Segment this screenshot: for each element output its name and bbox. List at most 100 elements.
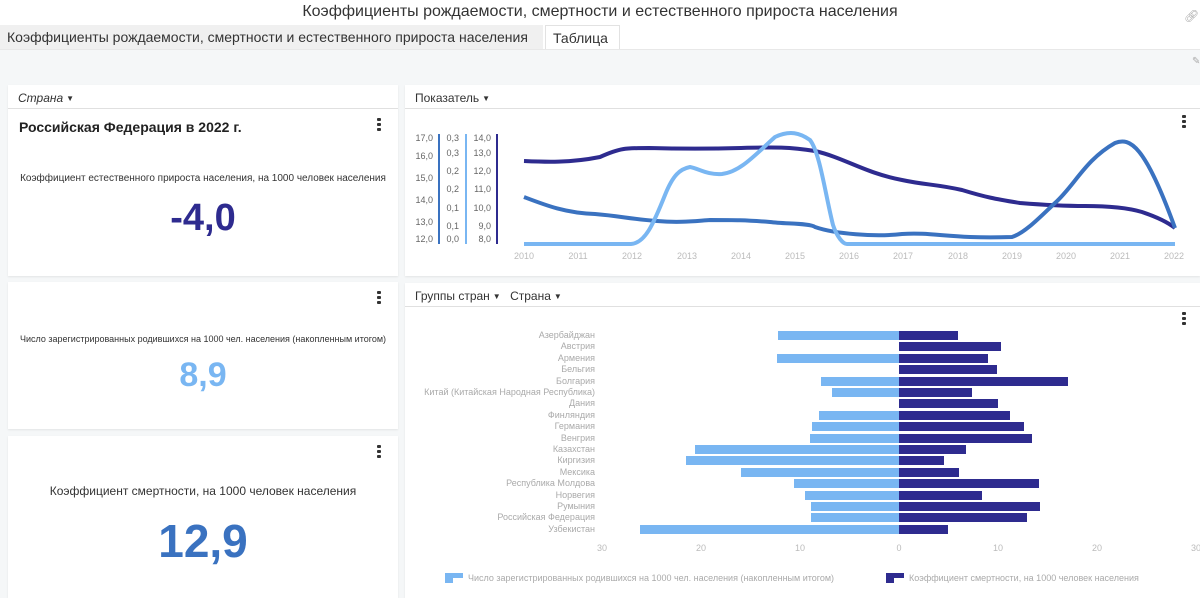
bar-mortality[interactable]	[899, 456, 944, 466]
edit-icon[interactable]: ✎	[1192, 56, 1200, 67]
category-label: Бельгия	[561, 364, 595, 375]
bar-births[interactable]	[810, 513, 899, 523]
x-axis-tick: 2021	[1109, 251, 1131, 261]
legend-item-mortality[interactable]: Коэффициент смертности, на 1000 человек …	[886, 573, 1139, 583]
country-group-filter-label: Группы стран	[415, 289, 490, 303]
link-icon[interactable]: 🔗︎	[1184, 9, 1200, 23]
category-label: Мексика	[559, 466, 595, 477]
caret-down-icon: ▼	[482, 94, 491, 103]
kpi-metric-label: Число зарегистрированных родившихся на 1…	[19, 334, 387, 344]
bar-mortality[interactable]	[899, 422, 1024, 432]
country-filter-label: Страна	[18, 91, 64, 105]
more-options-icon[interactable]	[377, 118, 381, 132]
tab-dashboard[interactable]: Коэффициенты рождаемости, смертности и е…	[0, 25, 543, 49]
bar-mortality[interactable]	[899, 388, 973, 397]
bar-mortality[interactable]	[899, 410, 1010, 420]
bar-mortality[interactable]	[899, 490, 983, 500]
series-light-blue-line	[524, 131, 1175, 246]
y-axis-3-tick: 9,0	[478, 221, 491, 231]
category-label: Румыния	[557, 501, 595, 511]
country-group-filter-dropdown[interactable]: Группы стран ▼	[415, 283, 501, 310]
bar-mortality[interactable]	[899, 524, 948, 534]
bar-mortality[interactable]	[899, 365, 997, 375]
legend-swatch-icon	[445, 573, 463, 583]
y-axis-3-tick: 14,0	[473, 133, 491, 143]
kpi-title: Российская Федерация в 2022 г.	[19, 119, 242, 135]
y-axis-1-tick: 13,0	[415, 217, 433, 227]
indicator-filter-dropdown[interactable]: Показатель ▼	[415, 85, 490, 112]
bar-births[interactable]	[695, 445, 899, 454]
bar-births[interactable]	[810, 502, 899, 511]
category-label: Российская Федерация	[497, 512, 595, 523]
bar-births[interactable]	[818, 410, 899, 420]
legend-swatch-icon	[886, 573, 904, 583]
bar-births[interactable]	[639, 524, 899, 534]
y-axis-3-line	[496, 134, 498, 244]
category-label: Германия	[554, 421, 595, 432]
kpi-metric-label: Коэффициент смертности, на 1000 человек …	[49, 484, 357, 498]
bar-mortality[interactable]	[899, 502, 1040, 511]
y-axis-2-tick: 0,3	[446, 148, 459, 158]
bar-births[interactable]	[804, 490, 899, 500]
more-options-icon[interactable]	[377, 445, 381, 459]
category-label: Дания	[569, 398, 595, 409]
bar-births[interactable]	[809, 433, 899, 443]
bar-mortality[interactable]	[899, 399, 998, 409]
y-axis-1-tick: 12,0	[415, 234, 433, 244]
bar-mortality[interactable]	[899, 331, 959, 340]
caret-down-icon: ▼	[553, 292, 562, 301]
bar-births[interactable]	[778, 331, 899, 340]
y-axis-2-tick: 0,1	[446, 221, 459, 231]
x-axis-tick: 2013	[676, 251, 698, 261]
category-label: Венгрия	[560, 432, 595, 443]
bar-births[interactable]	[686, 456, 899, 466]
bar-mortality[interactable]	[899, 445, 967, 454]
y-axis-2-tick: 0,2	[446, 166, 459, 176]
country-filter-label: Страна	[510, 289, 551, 303]
category-label: Казахстан	[552, 444, 595, 454]
bar-mortality[interactable]	[899, 342, 1001, 352]
tab-bar: Коэффициенты рождаемости, смертности и е…	[0, 25, 1200, 49]
legend-label: Число зарегистрированных родившихся на 1…	[468, 573, 835, 583]
bar-mortality[interactable]	[899, 479, 1039, 489]
y-axis-1-tick: 15,0	[415, 173, 433, 183]
y-axis-2-tick: 0,2	[446, 184, 459, 194]
bar-births[interactable]	[820, 376, 899, 386]
more-options-icon[interactable]	[377, 291, 381, 305]
bar-x-tick: 0	[896, 543, 902, 553]
kpi-value: 8,9	[179, 356, 227, 394]
bar-mortality[interactable]	[899, 376, 1069, 386]
y-axis-2-tick: 0,0	[446, 234, 459, 244]
y-axis-3-tick: 11,0	[474, 184, 491, 194]
bar-x-tick: 10	[992, 543, 1003, 553]
tab-table[interactable]: Таблица	[545, 25, 620, 49]
bar-mortality[interactable]	[899, 353, 989, 363]
category-label: Узбекистан	[548, 523, 595, 534]
country-filter-dropdown[interactable]: Страна ▼	[18, 85, 74, 112]
category-label: Азербайджан	[538, 330, 595, 340]
caret-down-icon: ▼	[492, 292, 501, 301]
y-axis-1-line	[438, 134, 440, 244]
bar-births[interactable]	[794, 479, 899, 489]
y-axis-1-tick: 16,0	[415, 151, 433, 161]
y-axis-3-tick: 13,0	[473, 148, 491, 158]
more-options-icon[interactable]	[1182, 312, 1186, 326]
y-axis-1-tick: 14,0	[415, 195, 433, 205]
bar-births[interactable]	[811, 422, 899, 432]
bar-mortality[interactable]	[899, 513, 1027, 523]
bar-births[interactable]	[831, 388, 899, 397]
legend-item-births[interactable]: Число зарегистрированных родившихся на 1…	[445, 573, 834, 583]
caret-down-icon: ▼	[66, 94, 75, 103]
more-options-icon[interactable]	[1182, 115, 1186, 129]
bar-births[interactable]	[777, 353, 899, 363]
bar-mortality[interactable]	[899, 433, 1032, 443]
x-axis-tick: 2010	[513, 251, 535, 261]
kpi-panel-natural-growth: Страна ▼ Российская Федерация в 2022 г. К…	[8, 85, 398, 276]
x-axis-tick: 2020	[1055, 251, 1077, 261]
country-filter-dropdown[interactable]: Страна ▼	[510, 283, 562, 310]
dashboard-title: Коэффициенты рождаемости, смертности и е…	[0, 0, 1200, 25]
bar-mortality[interactable]	[899, 467, 960, 477]
bar-births[interactable]	[740, 467, 899, 477]
x-axis-tick: 2014	[730, 251, 752, 261]
legend-label: Коэффициент смертности, на 1000 человек …	[909, 573, 1139, 583]
